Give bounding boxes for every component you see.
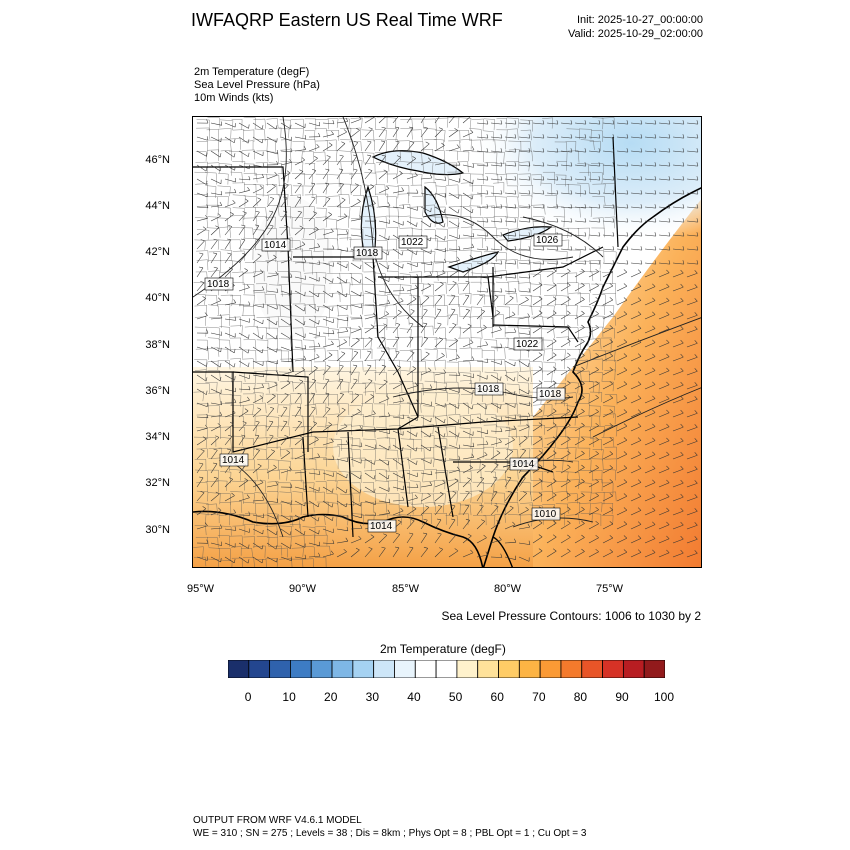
colorbar-label: 40 [407, 690, 421, 704]
temperature-map: 1014 1018 1022 1026 1018 1018 1022 1018 1014 1014… [193, 117, 701, 567]
colorbar-swatch [581, 660, 603, 678]
isobar-label: 1014 [370, 521, 393, 532]
colorbar-title: 2m Temperature (degF) [380, 642, 506, 656]
colorbar-label: 80 [573, 690, 588, 704]
colorbar-swatch [269, 660, 291, 678]
isobar-label-box [513, 337, 543, 351]
field-label-pressure: Sea Level Pressure (hPa) [194, 79, 320, 91]
state-border [437, 426, 454, 518]
state-border [302, 436, 309, 518]
isobar-label: 1018 [356, 248, 379, 259]
lat-label: 42°N [145, 246, 170, 258]
lon-label: 75°W [596, 583, 624, 595]
isobar-label: 1014 [222, 455, 245, 466]
colorbar-label: 50 [448, 690, 463, 704]
isobar-label-box [398, 235, 428, 249]
isobar-label-box [533, 233, 563, 247]
map-title: IWFAQRP Eastern US Real Time WRF [191, 10, 503, 30]
isobar-label-box [509, 457, 539, 471]
colorbar-label: 30 [365, 690, 380, 704]
lon-label: 85°W [392, 583, 420, 595]
colorbar-swatch [228, 660, 250, 678]
county-borders [193, 117, 618, 567]
colorbar-swatch [560, 660, 583, 678]
lat-label: 30°N [145, 524, 170, 536]
colorbar-swatch [310, 660, 333, 678]
isobar-label: 1018 [477, 384, 500, 395]
lat-label: 38°N [145, 339, 170, 351]
isobar [572, 317, 701, 368]
state-border [397, 428, 409, 508]
colorbar-label: 60 [490, 690, 504, 704]
colorbar-swatch [539, 660, 562, 678]
colorbar-swatch [602, 660, 624, 678]
colorbar-swatch [331, 660, 354, 678]
lon-label: 90°W [289, 583, 317, 595]
colorbar-swatch [352, 660, 375, 678]
field-label-winds: 10m Winds (kts) [194, 92, 274, 104]
isobar [522, 216, 604, 258]
isobar-label-box [367, 519, 397, 533]
lat-label: 32°N [145, 477, 170, 489]
colorbar-swatch [622, 660, 645, 678]
isobar-label-box [204, 277, 234, 291]
colorbar-label: 0 [244, 690, 252, 704]
contours-note: Sea Level Pressure Contours: 1006 to 103… [441, 609, 702, 623]
footer-model: OUTPUT FROM WRF V4.6.1 MODEL [193, 815, 362, 826]
lat-label: 46°N [145, 154, 170, 166]
colorbar-label: 10 [282, 690, 296, 704]
isobar-label: 1018 [539, 389, 562, 400]
isobar-label: 1010 [534, 509, 557, 520]
lat-label: 40°N [145, 292, 170, 304]
init-time: Init: 2025-10-27_00:00:00 [577, 14, 703, 26]
isobar-label: 1022 [401, 237, 424, 248]
colorbar-label: 70 [532, 690, 546, 704]
state-border [293, 256, 419, 418]
colorbar-swatch [248, 660, 271, 678]
isobar-label-box [261, 238, 291, 252]
state-border [347, 431, 354, 538]
colorbar-swatch [435, 660, 458, 678]
isobar-label-box [536, 387, 566, 401]
isobar-label: 1022 [516, 339, 539, 350]
colorbar-swatch [643, 660, 665, 678]
isobar-label-box [353, 246, 383, 260]
isobar [592, 387, 701, 438]
colorbar-label: 90 [615, 690, 629, 704]
footer-config: WE = 310 ; SN = 275 ; Levels = 38 ; Dis … [193, 828, 587, 839]
lat-label: 34°N [145, 431, 170, 443]
lon-label: 95°W [187, 583, 215, 595]
isobar-label-box [219, 453, 249, 467]
lat-label: 36°N [145, 385, 170, 397]
isobar-label-box [474, 382, 504, 396]
colorbar-swatch [394, 660, 416, 678]
state-border [492, 324, 579, 343]
state-border [232, 371, 309, 452]
wind-barbs [196, 117, 701, 564]
colorbar-label: 20 [324, 690, 338, 704]
colorbar-swatch [373, 660, 395, 678]
state-border [487, 246, 604, 278]
colorbar-label: 100 [654, 690, 675, 704]
isobar-label: 1026 [536, 235, 559, 246]
isobar-label: 1014 [264, 240, 287, 251]
colorbar-swatch [456, 660, 479, 678]
state-border [397, 277, 419, 430]
colorbar-swatch [414, 660, 437, 678]
map-panel: 1014 1018 1022 1026 1018 1018 1022 1018 1014 1014… [192, 116, 702, 568]
lon-label: 80°W [494, 583, 522, 595]
colorbar-swatch [290, 660, 312, 678]
isobar-label: 1014 [512, 459, 535, 470]
colorbar-swatch [477, 660, 499, 678]
lat-label: 44°N [145, 200, 170, 212]
isobar-label: 1018 [207, 279, 230, 290]
colorbar-swatch [498, 660, 520, 678]
isobar-label-box [531, 507, 561, 521]
valid-time: Valid: 2025-10-29_02:00:00 [568, 28, 703, 40]
field-label-temperature: 2m Temperature (degF) [194, 66, 310, 78]
isobar [422, 214, 574, 260]
colorbar-swatch [518, 660, 541, 678]
state-border [612, 136, 619, 248]
colorbar [228, 660, 665, 678]
